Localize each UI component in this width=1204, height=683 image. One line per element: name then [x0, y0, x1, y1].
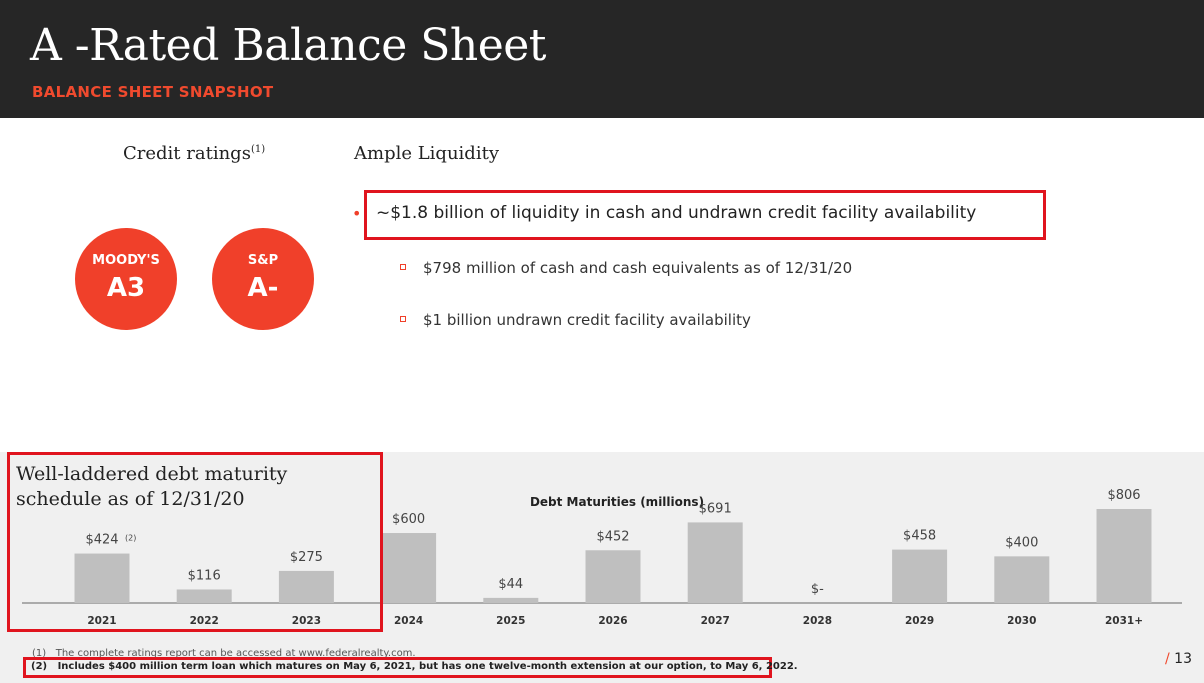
x-tick-label: 2031+ — [1105, 615, 1143, 627]
debt-maturities-chart: Debt Maturities (millions) $424 (2) 2021 $11… — [22, 488, 1182, 627]
bar — [176, 589, 232, 603]
square-bullet-icon — [400, 316, 406, 322]
data-label-note: (2) — [125, 534, 136, 543]
chart-title: Debt Maturities (millions) — [530, 495, 704, 509]
sp-rating-value: A- — [247, 273, 279, 303]
x-tick-label: 2028 — [803, 615, 832, 627]
bar — [687, 522, 743, 603]
liquidity-bullet-icon: • — [352, 204, 362, 223]
moodys-agency-label: MOODY'S — [92, 253, 160, 268]
data-label: $691 — [699, 501, 732, 516]
x-tick-label: 2026 — [598, 615, 627, 627]
data-label: $- — [811, 582, 824, 597]
x-tick-label: 2030 — [1007, 615, 1036, 627]
x-tick-label: 2024 — [394, 615, 423, 627]
x-tick-label: 2027 — [701, 615, 730, 627]
page-subtitle: BALANCE SHEET SNAPSHOT — [32, 83, 274, 101]
liquidity-main-text: ~$1.8 billion of liquidity in cash and u… — [376, 203, 977, 223]
data-label: $44 — [498, 577, 523, 592]
page-number-value: 13 — [1174, 651, 1192, 667]
data-label: $400 — [1005, 535, 1038, 550]
x-tick-label: 2025 — [496, 615, 525, 627]
liquidity-heading: Ample Liquidity — [354, 143, 499, 164]
data-label: $458 — [903, 529, 936, 544]
x-tick-label: 2021 — [87, 615, 116, 627]
data-label: $806 — [1107, 488, 1140, 503]
bar — [585, 550, 641, 603]
bar — [381, 533, 437, 603]
maturity-schedule-heading: Well-laddered debt maturity schedule as … — [16, 463, 288, 510]
footnote-2-text: Includes $400 million term loan which ma… — [57, 661, 798, 672]
credit-ratings-heading-text: Credit ratings — [123, 143, 251, 164]
data-label: $424 — [85, 533, 118, 548]
x-tick-label: 2022 — [190, 615, 219, 627]
footnote-2-number: (2) — [31, 661, 48, 672]
bar — [994, 556, 1050, 603]
footnote-1: (1) The complete ratings report can be a… — [32, 648, 416, 659]
page-number-slash: / — [1165, 651, 1170, 667]
bar — [278, 570, 334, 603]
page-number: / 13 — [1165, 651, 1192, 667]
credit-ratings-footnote-ref: (1) — [250, 144, 266, 155]
square-bullet-icon — [400, 264, 406, 270]
liquidity-sub-item: $1 billion undrawn credit facility avail… — [423, 311, 751, 329]
data-label: $600 — [392, 512, 425, 527]
bar — [74, 553, 130, 603]
data-label: $116 — [188, 568, 221, 583]
moodys-rating-value: A3 — [106, 273, 146, 303]
sp-agency-label: S&P — [247, 253, 279, 268]
footnote-highlight-box — [23, 657, 772, 678]
credit-ratings-heading: Credit ratings(1) — [123, 143, 265, 164]
x-tick-label: 2029 — [905, 615, 934, 627]
moodys-rating-badge: MOODY'S A3 — [75, 228, 177, 330]
footnote-1-text: The complete ratings report can be acces… — [55, 648, 416, 659]
page-title: A -Rated Balance Sheet — [30, 20, 547, 71]
liquidity-sub-item: $798 million of cash and cash equivalent… — [423, 259, 853, 277]
x-tick-label: 2023 — [292, 615, 321, 627]
data-label: $275 — [290, 550, 323, 565]
liquidity-highlight-box — [364, 190, 1046, 240]
footnote-1-number: (1) — [32, 648, 47, 659]
bar — [483, 597, 539, 603]
header-banner: A -Rated Balance Sheet BALANCE SHEET SNA… — [0, 0, 1204, 118]
bar — [1096, 509, 1152, 603]
footnote-2: (2) Includes $400 million term loan whic… — [31, 661, 798, 672]
bar — [892, 549, 948, 603]
maturity-highlight-box — [7, 452, 383, 632]
sp-rating-badge: S&P A- — [212, 228, 314, 330]
data-label: $452 — [596, 529, 629, 544]
